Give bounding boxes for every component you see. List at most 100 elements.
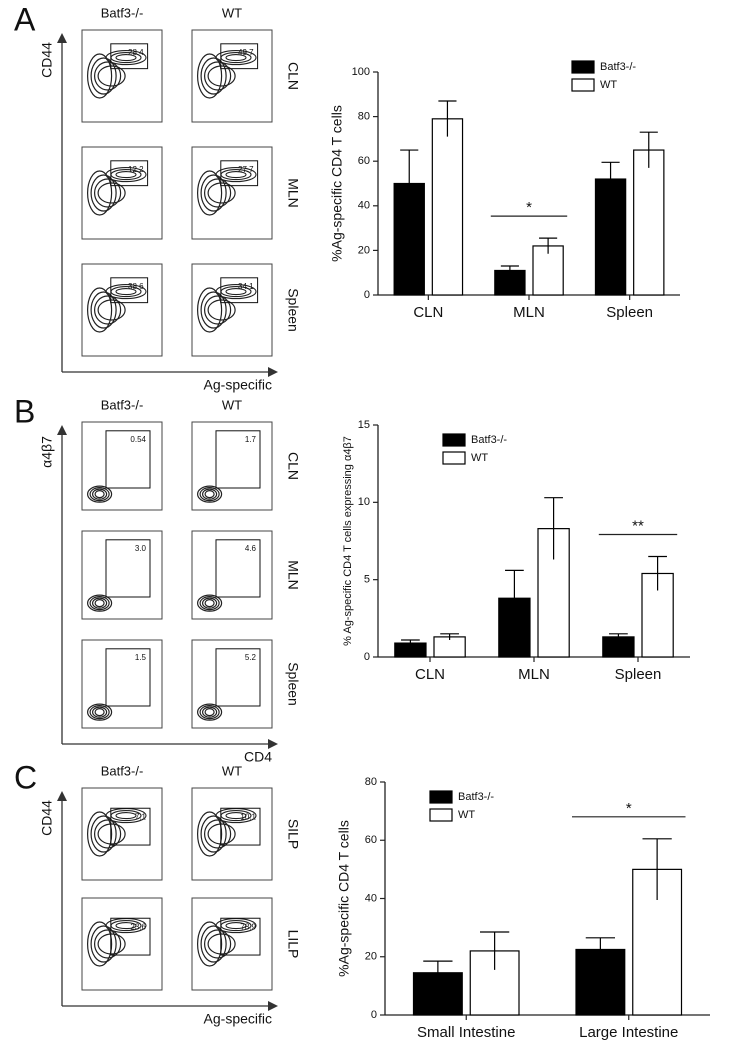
contour bbox=[207, 823, 236, 845]
error-bar bbox=[609, 633, 628, 640]
x-tick-label: Small Intestine bbox=[417, 1024, 515, 1041]
contour bbox=[204, 929, 232, 959]
x-axis-label: Ag-specific bbox=[204, 377, 272, 393]
error-bar bbox=[423, 960, 453, 985]
legend-swatch bbox=[442, 451, 466, 465]
contour bbox=[86, 53, 113, 99]
y-axis-label: CD44 bbox=[39, 800, 55, 836]
x-tick-label: Large Intestine bbox=[579, 1024, 678, 1041]
y-tick-label: 60 bbox=[358, 155, 370, 167]
contour bbox=[89, 705, 110, 720]
contour bbox=[90, 815, 117, 853]
error-bar bbox=[500, 265, 519, 275]
gate bbox=[105, 430, 151, 489]
contour bbox=[204, 819, 232, 849]
contour bbox=[93, 295, 122, 325]
row-label: MLN bbox=[285, 560, 301, 590]
gate bbox=[220, 43, 259, 70]
significance-label: ** bbox=[632, 517, 644, 534]
legend-swatch bbox=[429, 808, 453, 822]
x-tick-label: Spleen bbox=[615, 666, 662, 683]
contour bbox=[105, 167, 147, 183]
column-header: WT bbox=[222, 5, 242, 20]
panel-letter: B bbox=[14, 393, 35, 429]
contour bbox=[199, 596, 220, 611]
flow-plot bbox=[81, 146, 163, 240]
contour bbox=[199, 487, 220, 502]
legend-label: Batf3-/- bbox=[600, 61, 636, 73]
y-tick-label: 60 bbox=[365, 834, 377, 846]
gate-value: 27.7 bbox=[238, 165, 254, 174]
contour bbox=[86, 703, 113, 721]
contour bbox=[90, 925, 117, 963]
y-axis-label: %Ag-specific CD4 T cells bbox=[336, 820, 352, 977]
x-tick-label: Spleen bbox=[606, 304, 653, 321]
gate bbox=[220, 917, 261, 956]
row-label: CLN bbox=[285, 452, 301, 480]
contour bbox=[90, 57, 117, 95]
y-axis-label: % Ag-specific CD4 T cells expressing α4β… bbox=[342, 436, 354, 646]
y-tick-label: 0 bbox=[364, 289, 370, 301]
column-header: WT bbox=[222, 397, 242, 412]
y-tick-label: 0 bbox=[364, 651, 370, 663]
contour bbox=[86, 594, 113, 612]
contour bbox=[86, 811, 113, 857]
contour bbox=[93, 178, 122, 208]
contour bbox=[225, 54, 247, 62]
row-label: MLN bbox=[285, 178, 301, 208]
contour bbox=[197, 170, 223, 216]
x-tick-label: MLN bbox=[518, 666, 550, 683]
error-bar bbox=[648, 555, 667, 591]
contour bbox=[207, 182, 236, 204]
contour bbox=[197, 921, 223, 967]
contour bbox=[94, 599, 105, 608]
contour bbox=[97, 823, 126, 845]
y-axis-label: CD44 bbox=[39, 42, 55, 78]
contour bbox=[204, 178, 232, 208]
gate-value: 28.4 bbox=[128, 48, 144, 57]
y-axis-label: α4β7 bbox=[39, 436, 55, 468]
row-label: CLN bbox=[285, 62, 301, 90]
legend-swatch bbox=[442, 433, 466, 447]
gate bbox=[110, 807, 151, 846]
gate bbox=[105, 539, 151, 598]
contour bbox=[91, 597, 108, 609]
row-label: LILP bbox=[285, 930, 301, 959]
error-bar bbox=[440, 633, 459, 640]
gate bbox=[110, 917, 151, 956]
y-tick-label: 80 bbox=[358, 111, 370, 123]
gate bbox=[110, 160, 149, 187]
gate bbox=[220, 160, 259, 187]
contour bbox=[197, 703, 223, 721]
contour bbox=[200, 815, 227, 853]
contour bbox=[197, 811, 223, 857]
row-label: Spleen bbox=[285, 662, 301, 706]
flow-plot bbox=[191, 263, 273, 357]
y-tick-label: 15 bbox=[358, 419, 370, 431]
contour bbox=[225, 288, 247, 296]
contour bbox=[89, 596, 110, 611]
row-label: Spleen bbox=[285, 288, 301, 332]
significance-label: * bbox=[626, 800, 632, 817]
gate-value: 3.0 bbox=[135, 544, 147, 553]
x-tick-label: CLN bbox=[415, 666, 445, 683]
flow-plot bbox=[81, 263, 163, 357]
contour bbox=[215, 284, 257, 300]
significance-label: * bbox=[526, 199, 532, 216]
contour bbox=[202, 706, 218, 718]
gate bbox=[215, 430, 261, 489]
y-tick-label: 0 bbox=[371, 1009, 377, 1021]
contour bbox=[91, 488, 108, 500]
x-axis-label: Ag-specific bbox=[204, 1011, 272, 1027]
contour bbox=[225, 812, 247, 820]
contour bbox=[97, 65, 126, 87]
flow-plot bbox=[191, 787, 273, 881]
panel-letter: C bbox=[14, 759, 37, 795]
legend-swatch bbox=[571, 60, 595, 74]
gate-value: 49.7 bbox=[238, 48, 254, 57]
contour bbox=[207, 65, 236, 87]
contour bbox=[115, 922, 137, 930]
gate-value: 1.7 bbox=[245, 435, 257, 444]
legend-label: WT bbox=[458, 809, 475, 821]
